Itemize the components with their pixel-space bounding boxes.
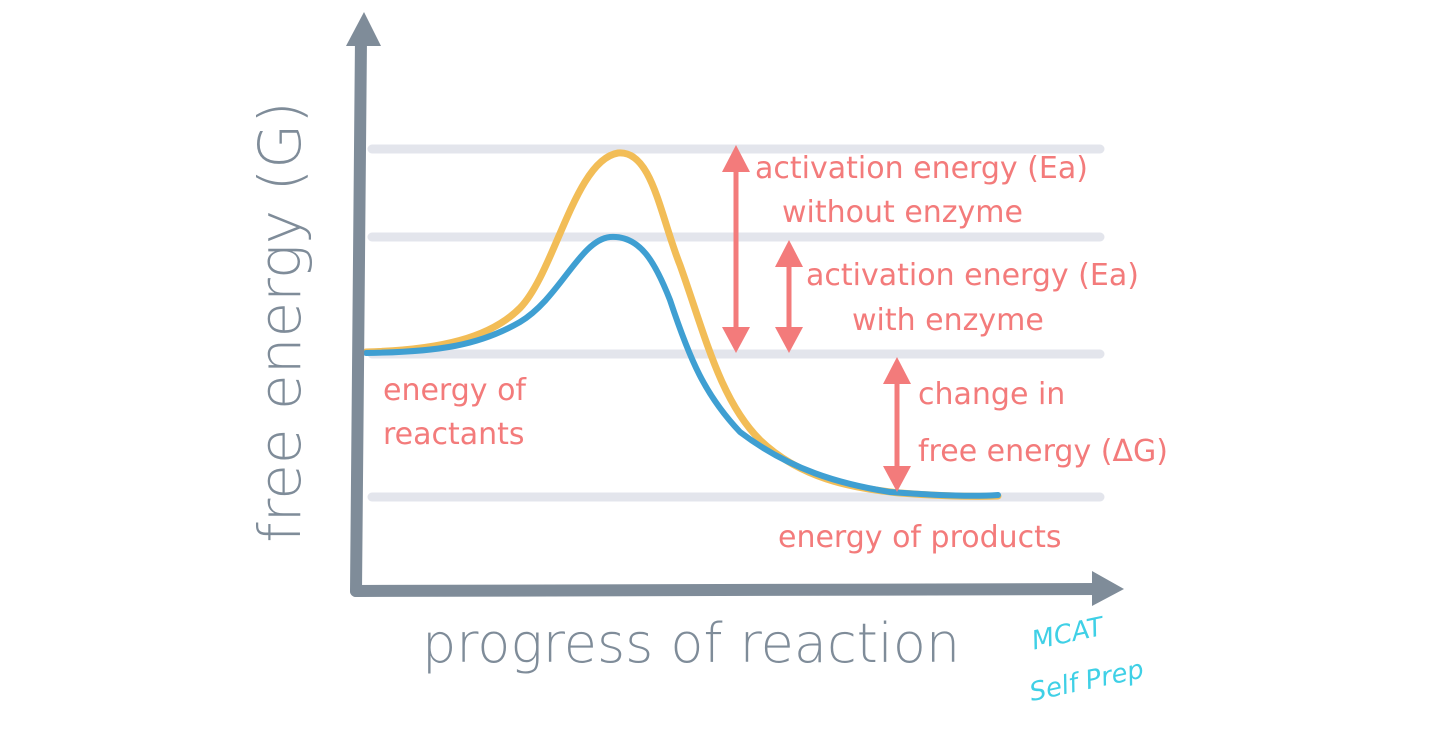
label-products: energy of products <box>778 520 1062 555</box>
logo-line1: MCAT <box>1029 612 1108 657</box>
arrow-ea-without-enzyme <box>722 145 750 353</box>
curve-with-enzyme <box>363 233 1001 499</box>
label-ea-without-enzyme-line2: without enzyme <box>782 195 1023 230</box>
label-ea-without-enzyme-line1: activation energy (Ea) <box>755 151 1088 186</box>
y-axis-label: free energy (G) <box>246 101 314 543</box>
mcat-self-prep-logo: MCAT Self Prep <box>1027 612 1147 708</box>
label-delta-g-line1: change in <box>918 377 1065 412</box>
arrow-delta-g <box>883 357 911 492</box>
y-axis-arrowhead <box>346 12 381 46</box>
arrow-ea-with-enzyme <box>775 240 803 353</box>
y-axis <box>350 32 367 597</box>
label-reactants-line1: energy of <box>383 373 527 408</box>
x-axis <box>350 583 1106 597</box>
label-reactants-line2: reactants <box>383 417 525 452</box>
label-ea-with-enzyme-line2: with enzyme <box>852 303 1044 338</box>
label-ea-with-enzyme-line1: activation energy (Ea) <box>806 258 1139 293</box>
logo-line2: Self Prep <box>1027 655 1147 708</box>
x-axis-arrowhead <box>1092 571 1124 606</box>
x-axis-label: progress of reaction <box>422 612 960 675</box>
label-delta-g-line2: free energy (ΔG) <box>918 434 1168 469</box>
